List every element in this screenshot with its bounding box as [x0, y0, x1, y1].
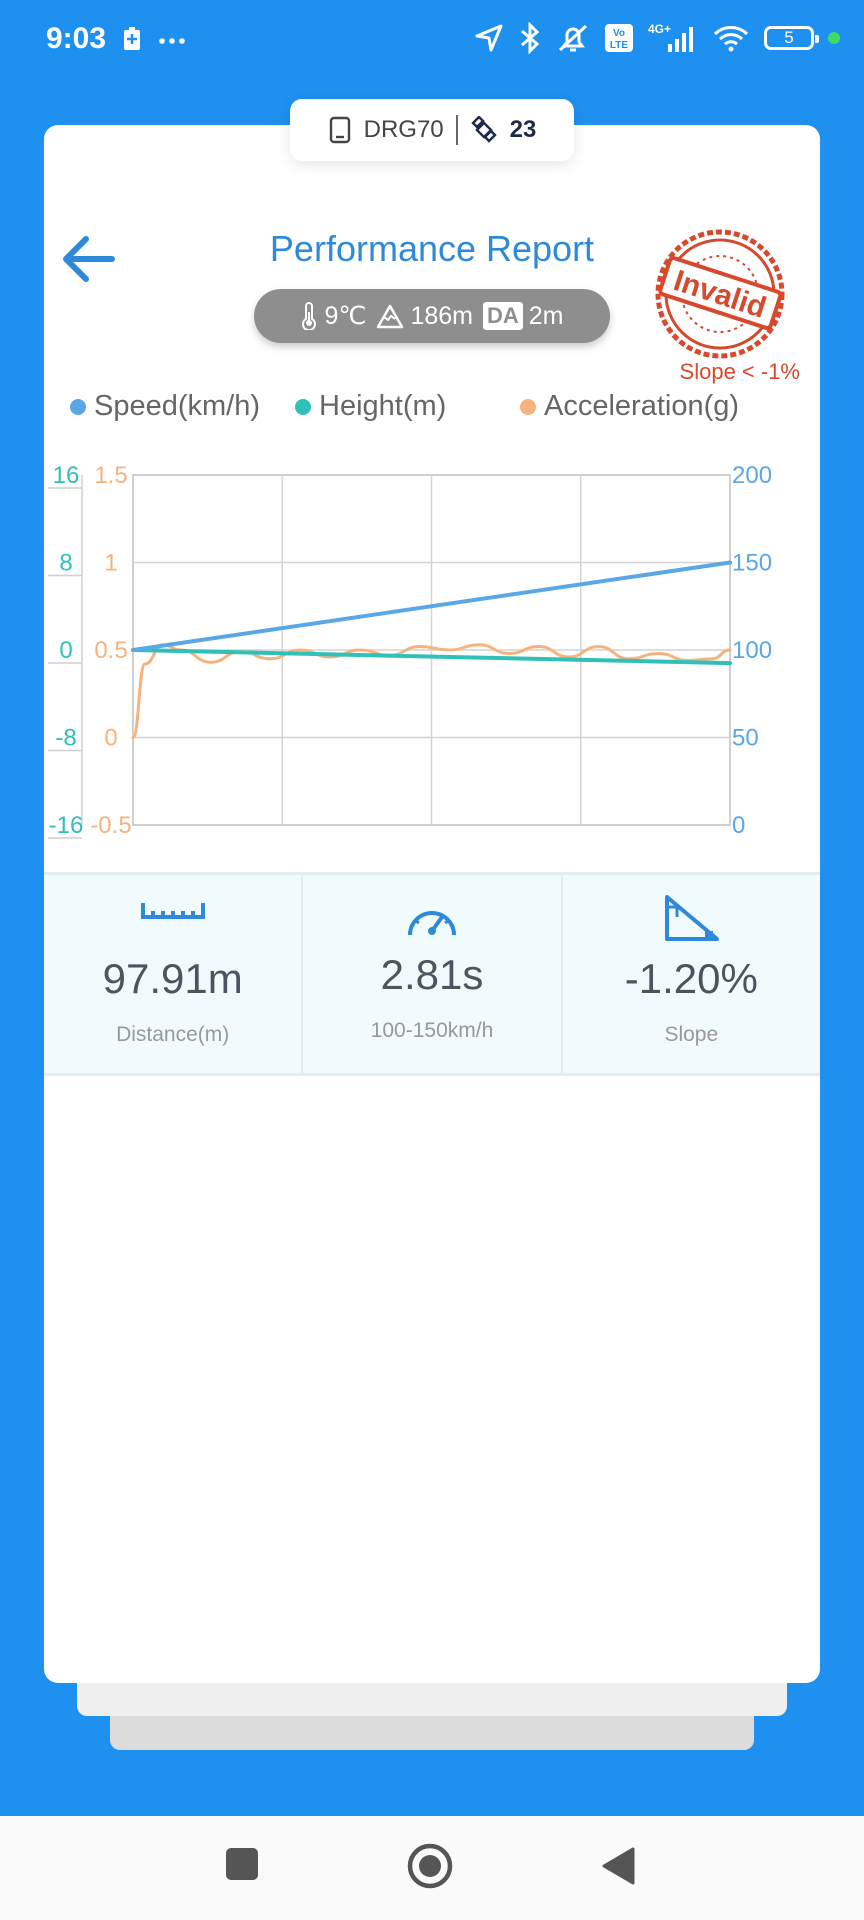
accel-axis-tick-label: -0.5 — [90, 812, 131, 839]
privacy-indicator-dot — [828, 32, 840, 44]
accel-axis-tick-label: 0 — [104, 725, 117, 752]
ruler-icon — [140, 903, 205, 919]
stamp-seal-icon: Invalid — [655, 229, 785, 359]
temperature-value: 9℃ — [324, 302, 367, 330]
acceleration-series-line — [131, 643, 732, 739]
da-badge: DA — [483, 302, 523, 330]
altitude-item: 186m — [376, 302, 473, 331]
stats-panel: 97.91m Distance(m) 2.81s 100-150km/h -1.… — [44, 872, 820, 1076]
conditions-pill: 9℃ 186m DA 2m — [254, 289, 610, 343]
mute-icon — [558, 24, 588, 52]
density-altitude-item: DA 2m — [483, 302, 564, 331]
battery-level: 5 — [784, 28, 794, 47]
speedometer-icon — [407, 911, 456, 936]
speed-axis-tick-label: 0 — [732, 812, 745, 839]
legend-acceleration[interactable]: Acceleration(g) — [520, 390, 739, 423]
device-pill[interactable]: DRG70 23 — [290, 99, 574, 161]
time-stat: 2.81s 100-150km/h — [303, 875, 563, 1073]
svg-text:Vo: Vo — [613, 28, 625, 39]
bluetooth-icon — [521, 22, 540, 54]
height-axis-tick-label: -16 — [49, 812, 84, 839]
invalid-stamp: Invalid — [652, 228, 788, 365]
signal-4g-icon: 4G+ — [648, 22, 693, 52]
device-name: DRG70 — [363, 116, 444, 143]
height-axis-tick-label: 8 — [59, 550, 72, 577]
legend-speed-dot — [70, 398, 86, 415]
accel-axis-tick-label: 0.5 — [94, 637, 127, 664]
home-button[interactable] — [406, 1842, 454, 1895]
system-nav-bar — [0, 1816, 864, 1920]
height-series-line — [131, 648, 732, 666]
square-icon — [226, 1848, 258, 1880]
height-axis-tick-label: -8 — [55, 725, 76, 752]
wifi-icon — [713, 26, 749, 52]
satellite-count: 23 — [509, 116, 537, 143]
speed-axis-tick-label: 200 — [732, 462, 772, 489]
altitude-value: 186m — [410, 301, 473, 330]
time-value: 2.81s — [380, 951, 484, 998]
legend-height-dot — [295, 398, 311, 415]
battery-icon: 5 — [764, 26, 819, 50]
page-title: Performance Report — [269, 228, 595, 269]
time-label: 100-150km/h — [370, 1019, 494, 1042]
back-button[interactable] — [600, 1846, 636, 1891]
height-axis-tick-label: 16 — [53, 462, 80, 489]
status-left-icons — [122, 26, 192, 59]
accel-axis-tick-label: 1.5 — [94, 462, 127, 489]
speed-axis-tick-label: 50 — [732, 725, 759, 752]
satellite-icon — [470, 116, 497, 143]
temperature-item: 9℃ — [300, 301, 366, 331]
triangle-back-icon — [602, 1847, 635, 1885]
legend-acceleration-dot — [520, 398, 536, 415]
legend-height-label: Height(m) — [319, 390, 447, 422]
svg-text:LTE: LTE — [610, 40, 628, 51]
slope-label: Slope — [664, 1023, 719, 1046]
pill-divider — [455, 115, 458, 145]
battery-saver-icon — [124, 27, 140, 50]
status-bar: 9:03 Vo LTE 4G+ 5 — [0, 0, 864, 80]
legend-height[interactable]: Height(m) — [295, 390, 446, 423]
speed-series-line — [131, 560, 732, 652]
speed-axis-tick-label: 100 — [732, 637, 772, 664]
slope-value: -1.20% — [624, 955, 758, 1002]
height-axis-tick-label: 0 — [59, 637, 72, 664]
density-altitude-value: 2m — [528, 301, 564, 330]
location-icon — [475, 24, 503, 52]
stamp-note: Slope < -1% — [679, 359, 800, 384]
distance-value: 97.91m — [102, 955, 243, 1002]
more-icon — [159, 38, 185, 44]
back-arrow-button[interactable] — [60, 234, 116, 289]
slope-triangle-icon — [665, 895, 720, 941]
thermometer-icon — [302, 302, 317, 330]
status-time: 9:03 — [46, 22, 107, 55]
accel-axis-tick-label: 1 — [104, 550, 117, 577]
distance-stat: 97.91m Distance(m) — [44, 875, 304, 1073]
mountain-icon — [377, 304, 404, 329]
distance-label: Distance(m) — [116, 1023, 230, 1046]
performance-chart[interactable]: 16 8 0 -8 -16 1.5 1 0.5 0 -0.5 200 150 100 50 0 — [44, 440, 820, 840]
arrow-left-icon — [63, 236, 115, 282]
speed-axis-tick-label: 150 — [732, 550, 772, 577]
circle-home-icon — [407, 1843, 453, 1889]
legend-acceleration-label: Acceleration(g) — [544, 390, 740, 422]
slope-stat: -1.20% Slope — [563, 875, 820, 1073]
legend-speed-label: Speed(km/h) — [94, 390, 261, 422]
svg-text:4G+: 4G+ — [648, 22, 671, 36]
recents-button[interactable] — [224, 1846, 260, 1887]
status-right-icons: Vo LTE 4G+ 5 — [474, 22, 840, 54]
device-icon — [329, 116, 350, 144]
legend-speed[interactable]: Speed(km/h) — [70, 390, 260, 423]
